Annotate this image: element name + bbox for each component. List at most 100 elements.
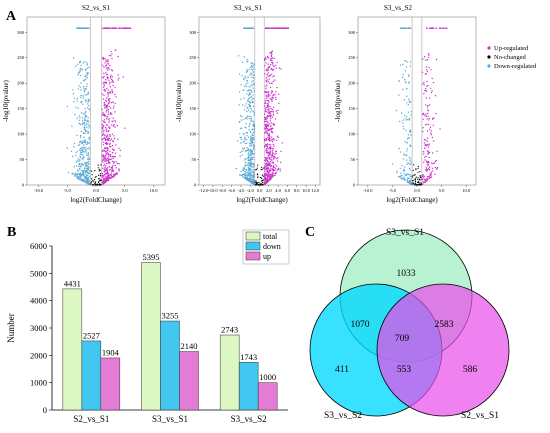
point-up — [111, 133, 114, 135]
point-no-change — [259, 182, 261, 184]
point-up — [274, 164, 276, 166]
point-down — [79, 149, 81, 151]
point-down — [405, 129, 407, 131]
bars — [62, 262, 278, 411]
point-no-change — [414, 178, 416, 180]
point-up — [273, 65, 275, 68]
point-down — [83, 123, 86, 125]
point-no-change — [255, 169, 258, 171]
point-down — [250, 141, 253, 144]
point-up — [268, 112, 270, 115]
point-down — [252, 156, 254, 158]
point-up — [109, 127, 111, 130]
point-up — [270, 82, 273, 84]
point-down — [80, 163, 82, 166]
point-down — [239, 137, 241, 139]
point-up-capped — [108, 27, 111, 30]
y-tick-label: 0 — [43, 405, 47, 415]
point-down — [247, 169, 249, 172]
point-no-change — [420, 177, 422, 179]
point-up — [266, 84, 268, 86]
point-no-change — [417, 165, 419, 168]
point-up — [269, 166, 272, 168]
point-down — [250, 157, 252, 159]
point-down — [241, 150, 243, 153]
point-down — [252, 148, 255, 150]
point-up — [422, 118, 424, 121]
volcano-title: S3_vs_S1 — [234, 4, 263, 12]
point-up — [267, 163, 269, 165]
point-down — [84, 139, 87, 142]
point-up — [426, 123, 428, 126]
point-down — [245, 176, 247, 178]
point-down — [241, 154, 243, 156]
point-up — [265, 181, 267, 184]
category-labels: S2_vs_S1 S3_vs_S1 S3_vs_S2 — [73, 414, 266, 424]
point-down — [399, 175, 401, 178]
point-down — [249, 93, 252, 95]
point-up — [117, 55, 119, 58]
point-down — [85, 78, 87, 80]
point-up — [102, 174, 104, 176]
point-down — [243, 97, 245, 99]
point-down — [79, 156, 82, 159]
point-down — [253, 175, 255, 177]
point-down — [87, 183, 90, 185]
point-up — [109, 92, 112, 94]
point-down — [250, 151, 252, 153]
point-up — [276, 86, 278, 89]
point-no-change — [98, 170, 100, 172]
point-down — [406, 173, 408, 175]
point-down — [88, 131, 90, 133]
point-down — [251, 135, 253, 137]
point-up — [106, 172, 109, 174]
x-tick-label: -12.0 — [199, 188, 209, 193]
point-down — [405, 82, 407, 84]
point-down — [253, 68, 255, 70]
point-up — [269, 152, 271, 155]
point-up — [102, 93, 104, 95]
point-up — [264, 128, 267, 130]
x-tick-label: 8.0 — [294, 188, 300, 193]
point-up — [106, 143, 108, 146]
point-up — [269, 175, 271, 177]
point-up — [264, 100, 267, 102]
point-up — [266, 120, 268, 122]
point-down — [251, 129, 253, 131]
point-up — [104, 57, 106, 60]
point-down — [244, 159, 246, 161]
point-up — [271, 50, 274, 52]
point-up — [110, 107, 112, 109]
point-up — [428, 66, 430, 69]
point-down — [244, 75, 246, 77]
point-down — [82, 132, 85, 135]
point-down — [249, 101, 251, 103]
point-up — [273, 174, 275, 177]
point-down — [240, 84, 242, 86]
point-up — [434, 166, 436, 169]
venn-set-label-s2-vs-s1: S2_vs_S1 — [461, 411, 499, 421]
point-up — [271, 53, 273, 55]
point-down — [75, 174, 77, 176]
point-down — [244, 170, 246, 173]
category-label: S3_vs_S1 — [152, 414, 188, 424]
point-up — [102, 98, 105, 100]
point-down — [86, 162, 88, 164]
point-down — [250, 62, 252, 64]
x-tick-label: -2.0 — [247, 188, 255, 193]
point-no-change — [95, 175, 97, 178]
x-tick-label: -4.0 — [237, 188, 245, 193]
point-up — [422, 83, 424, 85]
point-down — [241, 115, 243, 118]
point-down — [408, 180, 410, 183]
point-up — [271, 108, 274, 111]
point-no-change — [96, 183, 98, 185]
point-up — [101, 176, 104, 178]
point-down — [84, 169, 86, 171]
point-down — [246, 90, 248, 92]
point-down — [408, 81, 411, 83]
point-up — [428, 123, 430, 126]
point-up — [112, 157, 114, 160]
point-up — [427, 160, 429, 163]
legend-label-up: up — [263, 252, 271, 261]
